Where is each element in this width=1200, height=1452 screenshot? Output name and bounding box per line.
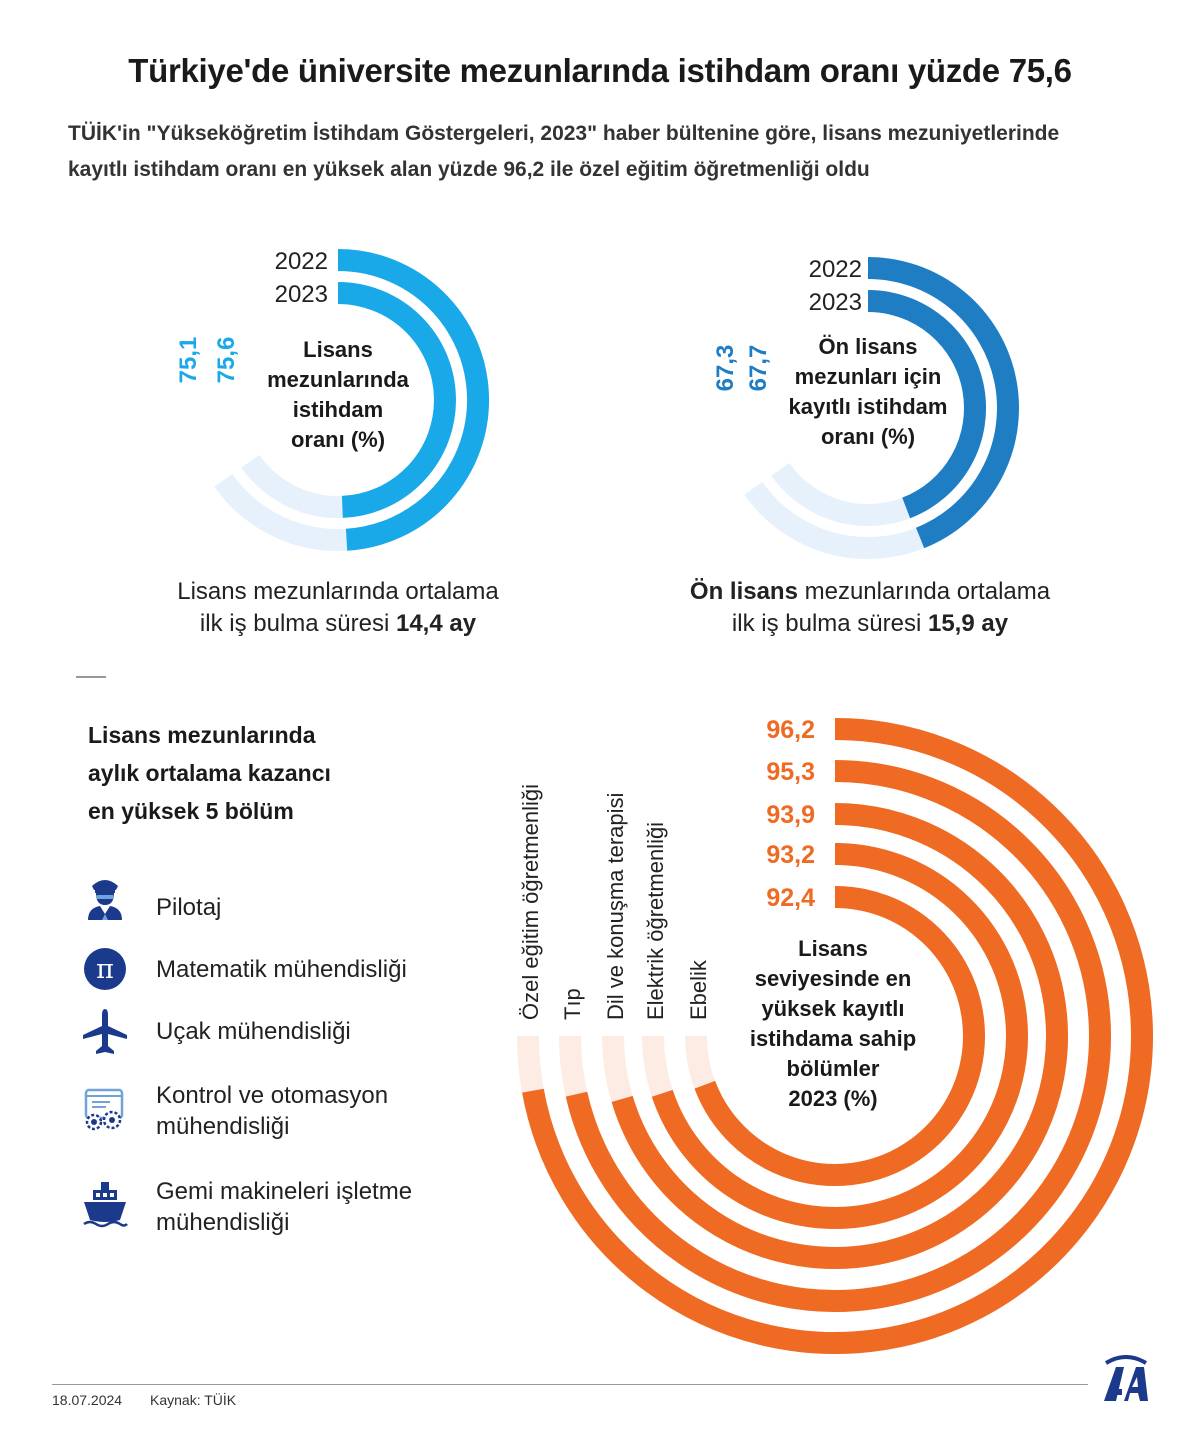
kazanc-item-kontrol: Kontrol ve otomasyon mühendisliği	[80, 1082, 500, 1144]
chart-title-line: Ön lisans	[818, 334, 917, 359]
page-title: Türkiye'de üniversite mezunlarında istih…	[128, 52, 1072, 89]
bolum-value-label: 93,2	[766, 841, 815, 869]
year-label: 2022	[809, 256, 862, 283]
chart-title-line: Lisans	[303, 337, 373, 362]
onlisans-avg-text: Ön lisans mezunlarında ortalama ilk iş b…	[620, 576, 1120, 640]
kazanc-item-label: Uçak mühendisliği	[156, 1018, 351, 1045]
kazanc-item-label: Gemi makineleri işletme mühendisliği	[156, 1176, 412, 1238]
year-label: 2022	[275, 248, 328, 275]
bolum-value-label: 92,4	[766, 884, 815, 912]
ring-2022-1	[867, 257, 1019, 549]
kazanc-item-pilotaj: Pilotaj	[80, 870, 500, 930]
onlisans-avg-bold: Ön lisans	[689, 578, 798, 605]
chart-title-line: Lisans	[798, 936, 868, 961]
chart-title-line: bölümler	[787, 1056, 880, 1081]
chart-title-line: yüksek kayıtlı	[761, 996, 904, 1021]
bolum-category-label: Özel eğitim öğretmenliği	[518, 784, 543, 1020]
kazanc-item-line: mühendisliği	[156, 1209, 290, 1236]
bolum-ring	[565, 760, 1111, 1312]
year-label: 2023	[275, 281, 328, 308]
kazanc-item-line: Kontrol ve otomasyon	[156, 1082, 389, 1109]
chart-title-line: 2023 (%)	[788, 1086, 877, 1111]
bolum-ring	[522, 718, 1153, 1354]
onlisans-avg-line2: ilk iş bulma süresi	[731, 610, 928, 637]
kazanc-title: Lisans mezunlarında aylık ortalama kazan…	[88, 716, 331, 830]
kazanc-title-line: en yüksek 5 bölüm	[88, 798, 294, 824]
bolum-value-label: 93,9	[766, 801, 815, 829]
onlisans-avg-pre: mezunlarında ortalama	[797, 578, 1051, 605]
year-label: 2023	[809, 289, 862, 316]
bolum-category-label: Ebelik	[686, 959, 711, 1020]
chart-title-line: oranı (%)	[291, 427, 385, 452]
bolum-value-label: 95,3	[766, 758, 815, 786]
subtitle-line-1: TÜİK'in "Yükseköğretim İstihdam Gösterge…	[68, 122, 1060, 145]
lisans-avg-value: 14,4 ay	[395, 610, 477, 637]
ring-2022-0	[337, 249, 489, 551]
chart-title-line: mezunları için	[795, 364, 942, 389]
value-label: 67,7	[745, 345, 772, 392]
control-gear-icon	[84, 1088, 124, 1131]
chart-title-line: mezunlarında	[267, 367, 410, 392]
footer-date: 18.07.2024	[52, 1392, 123, 1408]
value-label: 75,6	[213, 337, 240, 384]
footer-source: Kaynak: TÜİK	[150, 1392, 237, 1408]
ring-2023-1	[867, 290, 986, 519]
bolum-category-label: Elektrik öğretmenliği	[643, 822, 668, 1020]
value-label: 75,1	[175, 337, 202, 384]
kazanc-title-line: aylık ortalama kazancı	[88, 760, 331, 786]
kazanc-item-matematik: π Matematik mühendisliği	[80, 944, 500, 1004]
value-label: 67,3	[712, 345, 739, 392]
kazanc-item-ucak: Uçak mühendisliği	[80, 1006, 500, 1066]
chart-title-line: kayıtlı istihdam	[789, 394, 948, 419]
bolum-value-label: 96,2	[766, 716, 815, 744]
chart-title-line: seviyesinde en	[755, 966, 912, 991]
bolum-ring	[694, 886, 985, 1186]
lisans-avg-line2: ilk iş bulma süresi	[199, 610, 396, 637]
subtitle-line-2: kayıtlı istihdam oranı en yüksek alan yü…	[68, 158, 870, 181]
airplane-icon	[83, 1009, 127, 1054]
kazanc-item-gemi: Gemi makineleri işletme mühendisliği	[80, 1178, 500, 1240]
chart-title-line: istihdam	[293, 397, 383, 422]
ship-icon	[83, 1182, 128, 1228]
kazanc-item-line: mühendisliği	[156, 1113, 290, 1140]
section-divider	[76, 676, 106, 678]
kazanc-item-label: Matematik mühendisliği	[156, 956, 407, 983]
kazanc-item-label: Kontrol ve otomasyon mühendisliği	[156, 1080, 388, 1142]
bolum-category-label: Dil ve konuşma terapisi	[603, 793, 628, 1020]
chart-title-line: oranı (%)	[821, 424, 915, 449]
lisans-avg-text: Lisans mezunlarında ortalama ilk iş bulm…	[88, 576, 588, 640]
ring-2023-0	[337, 282, 456, 518]
bolum-category-label: Tıp	[560, 988, 585, 1020]
svg-text:π: π	[96, 954, 114, 985]
bolum-ring	[611, 803, 1068, 1269]
kazanc-item-label: Pilotaj	[156, 894, 222, 921]
pilot-icon	[88, 880, 122, 920]
bolum-ring	[651, 843, 1028, 1229]
footer-line	[52, 1384, 1088, 1385]
kazanc-title-line: Lisans mezunlarında	[88, 722, 316, 748]
chart-title-line: istihdama sahip	[750, 1026, 916, 1051]
lisans-avg-pre: Lisans mezunlarında ortalama	[177, 578, 499, 605]
aa-logo-icon	[1104, 1355, 1148, 1401]
onlisans-avg-value: 15,9 ay	[927, 610, 1009, 637]
pi-icon: π	[84, 948, 126, 990]
kazanc-item-line: Gemi makineleri işletme	[156, 1178, 413, 1205]
